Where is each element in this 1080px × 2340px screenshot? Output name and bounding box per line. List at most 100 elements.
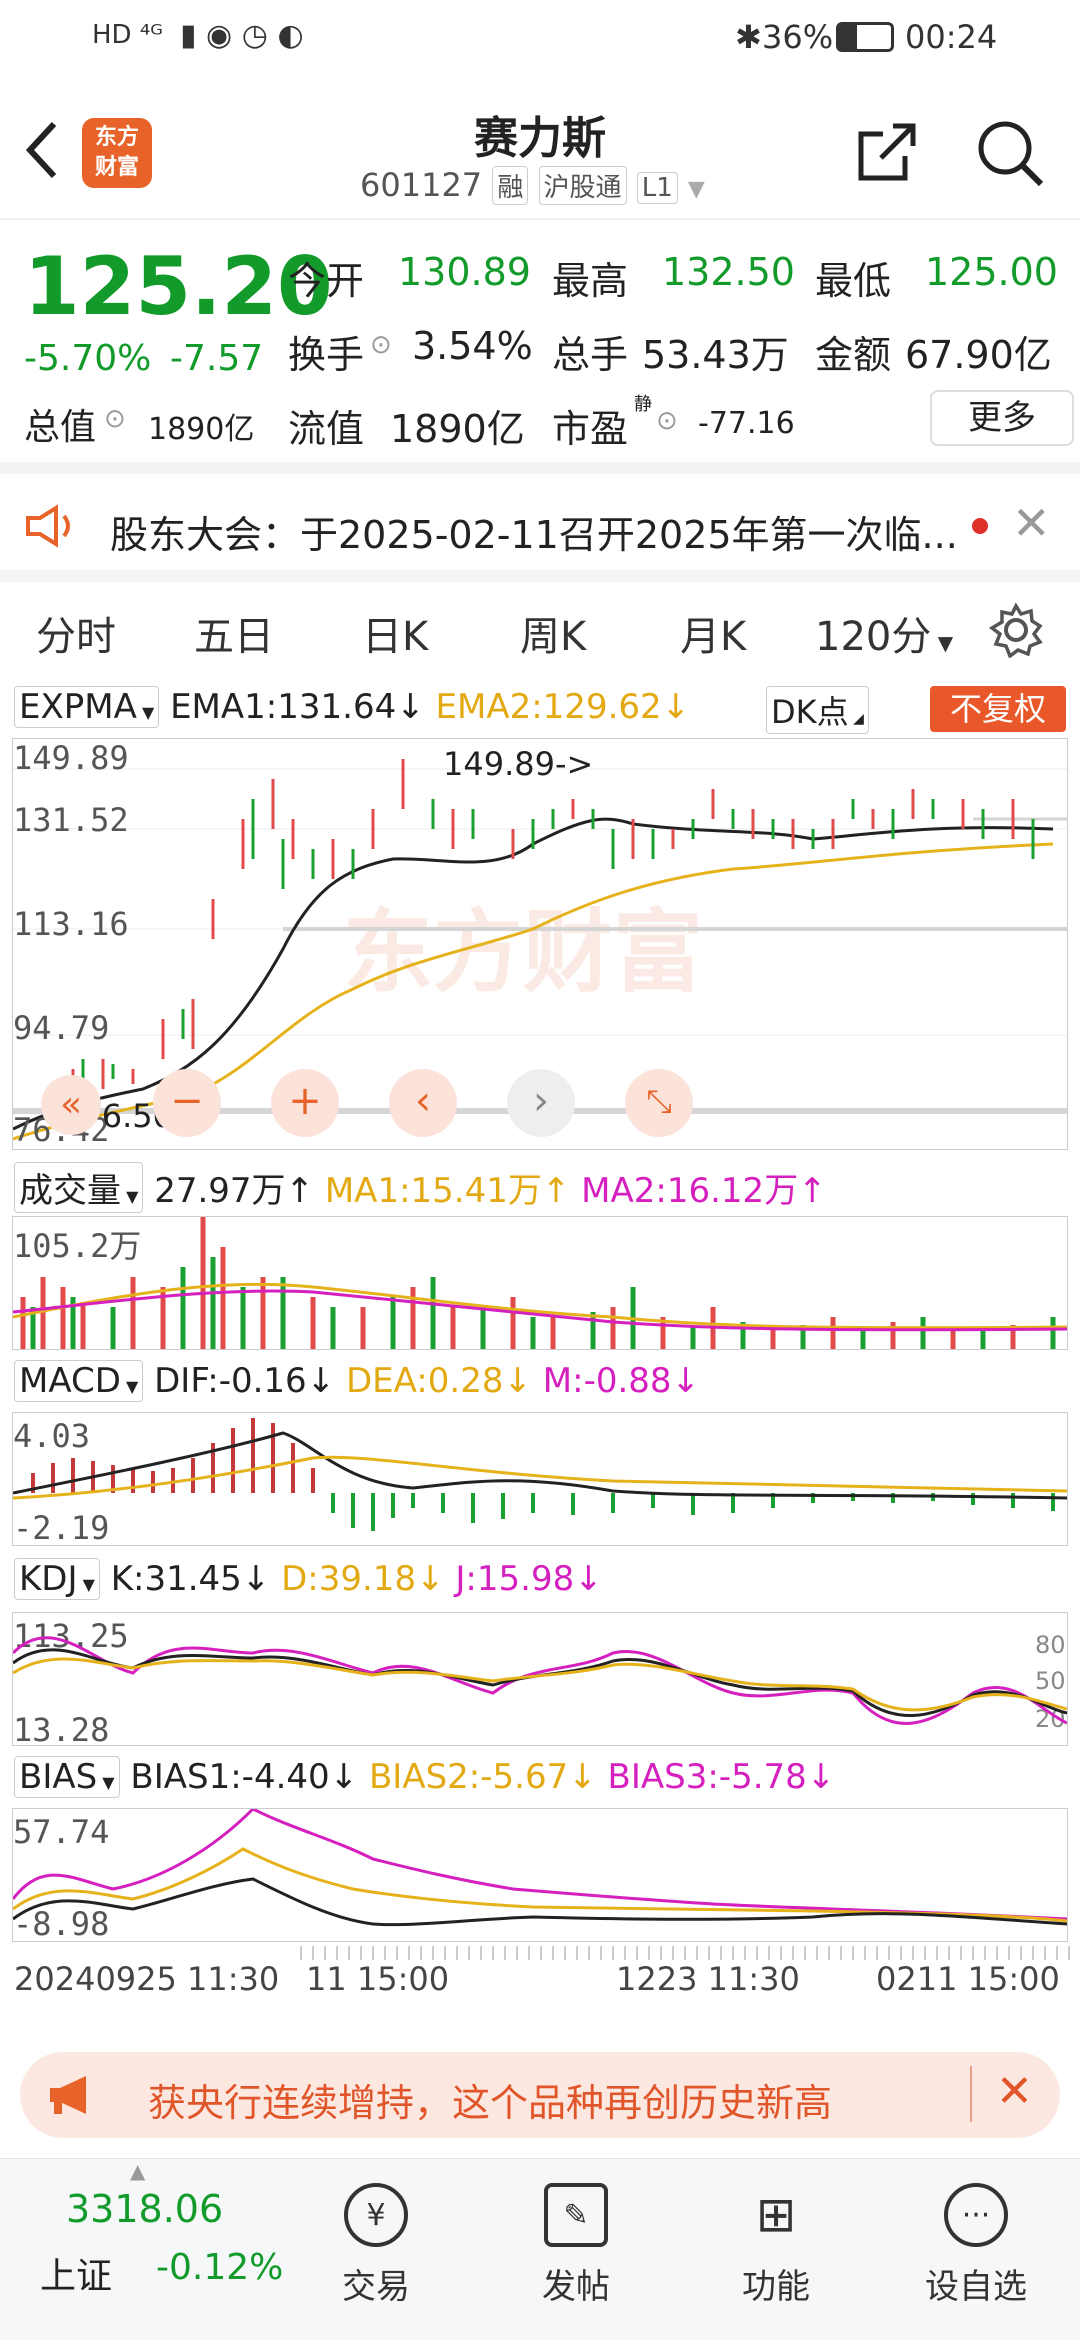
open-value: 130.89	[398, 250, 531, 294]
low-label: 最低	[815, 259, 892, 303]
volume-indicator-row: 成交量 ▼ 27.97万↑ MA1:15.41万↑ MA2:16.12万↑	[14, 1162, 827, 1213]
kdj-y-bot: 13.28	[13, 1711, 110, 1749]
search-icon[interactable]	[975, 118, 1045, 188]
more-button[interactable]: 更多	[930, 390, 1074, 446]
float-label: 流值	[288, 407, 365, 451]
bias1-value: BIAS1:-4.40↓	[130, 1757, 359, 1797]
dk-point-button[interactable]: DK点 ◢	[766, 686, 869, 734]
stock-code: 601127	[360, 166, 483, 204]
kdj-level-80: 80	[1035, 1631, 1066, 1659]
info-icon[interactable]: ⊙	[370, 330, 392, 360]
bias-y-top: 57.74	[13, 1813, 110, 1851]
open-label: 今开	[288, 259, 365, 303]
zoom-in-icon[interactable]: +	[271, 1069, 339, 1137]
tab-five-day[interactable]: 五日	[194, 614, 274, 660]
bias-chart[interactable]: 57.74 -8.98	[12, 1808, 1068, 1943]
zoom-out-icon[interactable]: −	[153, 1069, 221, 1137]
kdj-y-top: 113.25	[13, 1617, 129, 1655]
bluetooth-icon: ✱	[735, 18, 762, 56]
candles	[71, 759, 1035, 1089]
share-icon[interactable]	[855, 120, 919, 184]
indicator-select-macd[interactable]: MACD ▼	[14, 1360, 144, 1402]
index-change: -0.12%	[156, 2247, 284, 2288]
high-label: 最高	[552, 259, 629, 303]
promo-banner[interactable]: 获央行连续增持，这个品种再创历史新高 ✕	[20, 2052, 1060, 2138]
tab-120min[interactable]: 120分 ▼	[815, 614, 954, 660]
mktcap-label: 总值	[24, 407, 97, 448]
kdj-indicator-row: KDJ ▼ K:31.45↓ D:39.18↓ J:15.98↓	[14, 1558, 603, 1600]
fullscreen-icon[interactable]: ⤡	[625, 1069, 693, 1137]
tab-timeshare[interactable]: 分时	[36, 614, 116, 660]
nav-add-watchlist[interactable]: ··· 设自选	[906, 2183, 1046, 2308]
kdj-svg	[13, 1636, 1067, 1725]
indicator-select-expma[interactable]: EXPMA ▼	[14, 686, 160, 728]
float-value: 1890亿	[390, 407, 525, 451]
close-icon[interactable]: ✕	[996, 2066, 1033, 2117]
indicator-select-volume[interactable]: 成交量 ▼	[14, 1162, 144, 1213]
kline-y-3: 113.16	[13, 905, 129, 943]
high-value: 132.50	[662, 250, 795, 294]
kline-y-2: 131.52	[13, 801, 129, 839]
clock: 00:24	[905, 18, 998, 56]
nav-post[interactable]: ✎ 发帖	[506, 2183, 646, 2308]
battery-percent: 36%	[762, 18, 834, 56]
prev-icon[interactable]: ‹	[389, 1069, 457, 1137]
network-status: HD ⁴ᴳ	[92, 20, 163, 50]
amount-label: 金额	[815, 333, 892, 377]
signal-icons: ▮ ◉ ◷ ◐	[180, 18, 304, 53]
volume-value: 53.43万	[642, 333, 789, 377]
mktcap-value: 1890亿	[148, 412, 255, 447]
stock-name: 赛力斯	[474, 113, 606, 164]
volume-y-max: 105.2万	[13, 1227, 142, 1265]
tab-weekly-k[interactable]: 周K	[520, 614, 587, 660]
notice-text: 股东大会：于2025-02-11召开2025年第一次临...	[110, 513, 958, 557]
macd-svg	[13, 1418, 1067, 1531]
m-value: M:-0.88↓	[542, 1361, 701, 1401]
change-percent: -5.70%	[24, 338, 152, 379]
indicator-select-kdj[interactable]: KDJ ▼	[14, 1558, 100, 1600]
stock-code-row: 601127 融 沪股通 L1 ▼	[360, 166, 705, 205]
index-value[interactable]: 3318.06	[66, 2187, 224, 2231]
battery-icon	[836, 22, 894, 52]
quote-panel: 125.20 -5.70% -7.57 今开 130.89 最高 132.50 …	[0, 222, 1080, 462]
kline-indicator-row: EXPMA ▼ EMA1:131.64↓ EMA2:129.62↓	[14, 686, 690, 728]
scroll-left-icon[interactable]: «	[41, 1075, 101, 1135]
period-tabs: 分时 五日 日K 周K 月K 120分 ▼	[0, 582, 1080, 682]
dropdown-icon[interactable]: ▼	[687, 177, 705, 202]
x-label-3: 1223 11:30	[616, 1960, 800, 1998]
ma1-value: MA1:15.41万↑	[324, 1171, 571, 1211]
volume-chart[interactable]: 105.2万	[12, 1216, 1068, 1350]
last-price: 125.20	[24, 240, 333, 333]
info-icon[interactable]: ⊙	[656, 406, 678, 436]
kdj-chart[interactable]: 113.25 13.28 80 50 20	[12, 1612, 1068, 1749]
tab-daily-k[interactable]: 日K	[362, 614, 429, 660]
grid-icon: ⊞	[755, 2187, 797, 2243]
speaker-icon	[26, 504, 70, 548]
kline-chart[interactable]: 东方财富 149.89 131.52 113.16 94.79 76.42 14…	[12, 738, 1068, 1150]
macd-indicator-row: MACD ▼ DIF:-0.16↓ DEA:0.28↓ M:-0.88↓	[14, 1360, 700, 1402]
next-icon[interactable]: ›	[507, 1069, 575, 1137]
bias-indicator-row: BIAS ▼ BIAS1:-4.40↓ BIAS2:-5.67↓ BIAS3:-…	[14, 1756, 835, 1798]
index-name: 上证	[40, 2256, 113, 2297]
banner-text: 获央行连续增持，这个品种再创历史新高	[148, 2081, 833, 2125]
nav-function[interactable]: ⊞ 功能	[706, 2183, 846, 2308]
edit-icon: ✎	[544, 2183, 608, 2247]
info-icon[interactable]: ⊙	[104, 404, 126, 434]
dea-value: DEA:0.28↓	[345, 1361, 532, 1401]
settings-icon[interactable]	[988, 602, 1044, 658]
nav-trade[interactable]: ¥ 交易	[306, 2183, 446, 2308]
x-label-1: 20240925 11:30	[14, 1960, 280, 1998]
bias-svg	[13, 1809, 1067, 1927]
back-icon[interactable]	[22, 120, 62, 180]
ma2-value: MA2:16.12万↑	[581, 1171, 827, 1211]
adjust-button[interactable]: 不复权	[930, 686, 1066, 732]
volume-label: 总手	[552, 333, 629, 377]
macd-chart[interactable]: 4.03 -2.19	[12, 1412, 1068, 1547]
notice-bar[interactable]: 股东大会：于2025-02-11召开2025年第一次临... ✕	[0, 462, 1080, 582]
macd-y-bot: -2.19	[13, 1509, 110, 1547]
close-icon[interactable]: ✕	[1012, 496, 1051, 550]
indicator-select-bias[interactable]: BIAS ▼	[14, 1756, 120, 1798]
expand-icon[interactable]: ▲	[130, 2159, 146, 2183]
yen-icon: ¥	[344, 2183, 408, 2247]
tab-monthly-k[interactable]: 月K	[680, 614, 747, 660]
